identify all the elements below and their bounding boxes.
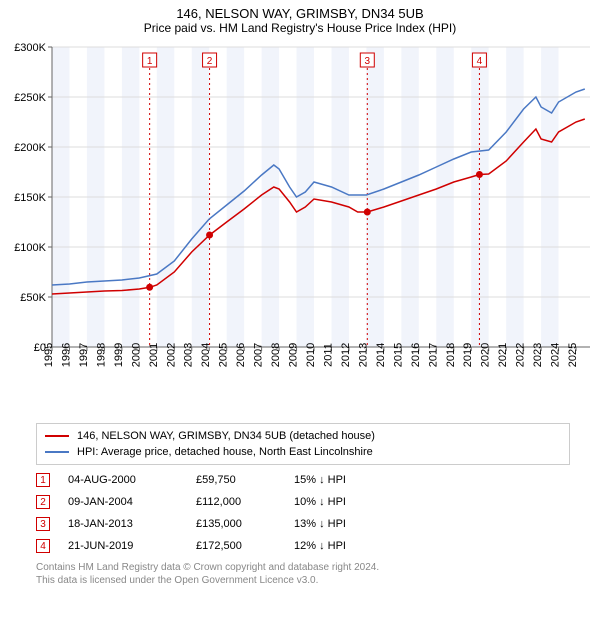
- tx-date: 09-JAN-2004: [68, 496, 178, 508]
- svg-text:2006: 2006: [235, 343, 247, 367]
- legend-item: HPI: Average price, detached house, Nort…: [45, 444, 561, 460]
- svg-text:1: 1: [147, 56, 153, 67]
- svg-text:2: 2: [207, 56, 213, 67]
- svg-text:2013: 2013: [357, 343, 369, 367]
- svg-text:2010: 2010: [305, 343, 317, 367]
- tx-diff: 13% ↓ HPI: [294, 518, 414, 530]
- svg-text:£50K: £50K: [20, 292, 46, 304]
- svg-text:2000: 2000: [130, 343, 142, 367]
- svg-text:1998: 1998: [95, 343, 107, 367]
- tx-price: £135,000: [196, 518, 276, 530]
- svg-text:2018: 2018: [445, 343, 457, 367]
- tx-marker-icon: 4: [36, 539, 50, 553]
- chart-svg: £0£50K£100K£150K£200K£250K£300K199519961…: [0, 37, 600, 417]
- tx-diff: 10% ↓ HPI: [294, 496, 414, 508]
- transaction-table: 1 04-AUG-2000 £59,750 15% ↓ HPI 2 09-JAN…: [36, 469, 570, 557]
- svg-text:2011: 2011: [322, 343, 334, 367]
- svg-text:1999: 1999: [113, 343, 125, 367]
- legend-swatch: [45, 451, 69, 453]
- svg-text:£250K: £250K: [14, 92, 46, 104]
- tx-marker-icon: 3: [36, 517, 50, 531]
- footer-line: Contains HM Land Registry data © Crown c…: [36, 561, 570, 574]
- tx-marker-icon: 1: [36, 473, 50, 487]
- tx-price: £59,750: [196, 474, 276, 486]
- table-row: 4 21-JUN-2019 £172,500 12% ↓ HPI: [36, 535, 570, 557]
- tx-diff: 12% ↓ HPI: [294, 540, 414, 552]
- tx-date: 04-AUG-2000: [68, 474, 178, 486]
- svg-text:1995: 1995: [43, 343, 55, 367]
- svg-text:£300K: £300K: [14, 42, 46, 54]
- svg-text:2016: 2016: [410, 343, 422, 367]
- legend-label: HPI: Average price, detached house, Nort…: [77, 446, 373, 458]
- svg-text:2003: 2003: [183, 343, 195, 367]
- svg-text:1997: 1997: [78, 343, 90, 367]
- svg-text:2005: 2005: [218, 343, 230, 367]
- table-row: 3 18-JAN-2013 £135,000 13% ↓ HPI: [36, 513, 570, 535]
- chart-title: 146, NELSON WAY, GRIMSBY, DN34 5UB: [0, 6, 600, 21]
- svg-text:2017: 2017: [427, 343, 439, 367]
- legend-item: 146, NELSON WAY, GRIMSBY, DN34 5UB (deta…: [45, 428, 561, 444]
- legend-label: 146, NELSON WAY, GRIMSBY, DN34 5UB (deta…: [77, 430, 375, 442]
- svg-text:3: 3: [365, 56, 371, 67]
- footer: Contains HM Land Registry data © Crown c…: [36, 561, 570, 587]
- legend-swatch: [45, 435, 69, 437]
- svg-text:£150K: £150K: [14, 192, 46, 204]
- svg-text:2019: 2019: [462, 343, 474, 367]
- tx-marker-icon: 2: [36, 495, 50, 509]
- svg-text:2012: 2012: [340, 343, 352, 367]
- legend: 146, NELSON WAY, GRIMSBY, DN34 5UB (deta…: [36, 423, 570, 465]
- chart-area: £0£50K£100K£150K£200K£250K£300K199519961…: [0, 37, 600, 417]
- svg-text:2014: 2014: [375, 343, 387, 367]
- svg-text:£100K: £100K: [14, 242, 46, 254]
- svg-text:2009: 2009: [288, 343, 300, 367]
- tx-date: 18-JAN-2013: [68, 518, 178, 530]
- svg-text:2015: 2015: [392, 343, 404, 367]
- tx-date: 21-JUN-2019: [68, 540, 178, 552]
- svg-text:2025: 2025: [567, 343, 579, 367]
- tx-price: £112,000: [196, 496, 276, 508]
- svg-text:2023: 2023: [532, 343, 544, 367]
- table-row: 2 09-JAN-2004 £112,000 10% ↓ HPI: [36, 491, 570, 513]
- svg-text:2022: 2022: [515, 343, 527, 367]
- svg-text:£200K: £200K: [14, 142, 46, 154]
- chart-titles: 146, NELSON WAY, GRIMSBY, DN34 5UB Price…: [0, 0, 600, 37]
- svg-text:2008: 2008: [270, 343, 282, 367]
- svg-text:2024: 2024: [550, 343, 562, 367]
- tx-price: £172,500: [196, 540, 276, 552]
- svg-text:2007: 2007: [253, 343, 265, 367]
- svg-text:4: 4: [477, 56, 483, 67]
- svg-text:2021: 2021: [497, 343, 509, 367]
- svg-text:2020: 2020: [480, 343, 492, 367]
- svg-text:1996: 1996: [60, 343, 72, 367]
- svg-text:2001: 2001: [148, 343, 160, 367]
- svg-text:2002: 2002: [165, 343, 177, 367]
- tx-diff: 15% ↓ HPI: [294, 474, 414, 486]
- footer-line: This data is licensed under the Open Gov…: [36, 574, 570, 587]
- svg-text:2004: 2004: [200, 343, 212, 367]
- table-row: 1 04-AUG-2000 £59,750 15% ↓ HPI: [36, 469, 570, 491]
- chart-subtitle: Price paid vs. HM Land Registry's House …: [0, 21, 600, 35]
